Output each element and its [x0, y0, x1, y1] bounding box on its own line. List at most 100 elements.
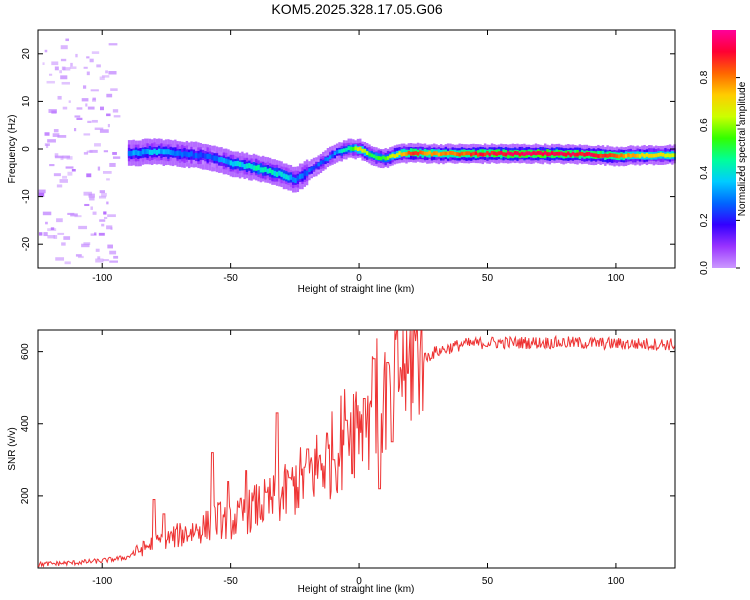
- spectrogram-cell: [266, 168, 270, 174]
- spectrogram-cell: [437, 152, 441, 157]
- spectrogram-cell: [206, 153, 209, 159]
- spectrogram-cell: [645, 153, 649, 157]
- spectrogram-cell: [641, 152, 644, 157]
- spectrogram-cell: [638, 154, 642, 158]
- noise-patch: [99, 129, 109, 133]
- spectrogram-cell: [654, 153, 658, 158]
- spectrogram-cell: [460, 151, 464, 156]
- spectrogram-cell: [622, 154, 626, 159]
- spectrogram-cell: [583, 152, 586, 157]
- noise-patch: [54, 155, 64, 159]
- spectrogram-cell: [456, 152, 459, 156]
- spectrogram-cell: [659, 152, 662, 157]
- noise-patch: [70, 62, 73, 67]
- spectrogram-cell: [201, 152, 205, 159]
- noise-patch: [91, 51, 100, 54]
- noise-patch: [102, 171, 112, 174]
- noise-patch: [43, 232, 48, 237]
- spectrogram-cell: [236, 160, 239, 167]
- spectrogram-cell: [312, 165, 316, 170]
- noise-patch: [103, 216, 108, 219]
- noise-patch: [107, 214, 116, 218]
- noise-patch: [103, 211, 107, 215]
- colorbar-tick-label: 0.0: [699, 261, 710, 275]
- spectrogram-cell: [305, 170, 309, 176]
- spectrogram-cell: [430, 152, 434, 157]
- spectrogram-cell: [643, 153, 646, 158]
- spectrogram-cell: [317, 162, 320, 167]
- spectrogram-cell: [509, 151, 512, 156]
- spectrogram-cell: [648, 153, 651, 158]
- snr-x-label: Height of straight line (km): [298, 584, 415, 595]
- spectrogram-cell: [539, 151, 542, 155]
- spectrogram-cell: [400, 152, 404, 157]
- noise-patch: [87, 106, 95, 110]
- spectrogram-cell: [523, 152, 526, 157]
- spectrogram-cell: [386, 156, 390, 160]
- noise-patch: [53, 235, 58, 239]
- spectrogram-cell: [363, 148, 367, 153]
- spectrogram-cell: [257, 164, 260, 171]
- noise-patch: [106, 93, 113, 98]
- noise-patch: [108, 71, 117, 75]
- noise-patch: [65, 166, 74, 169]
- spectrogram-y-tick-label: -10: [21, 189, 32, 204]
- noise-patch: [38, 192, 45, 197]
- spectrogram-cell: [439, 152, 443, 156]
- spectrogram-cell: [490, 150, 494, 155]
- spectrogram-cell: [407, 150, 411, 155]
- spectrogram-cell: [292, 177, 295, 183]
- spectrogram-cell: [315, 164, 318, 169]
- spectrogram-cell: [634, 153, 637, 158]
- spectrogram-cell: [613, 153, 616, 158]
- noise-patch: [103, 150, 109, 153]
- spectrogram-cell: [416, 151, 420, 156]
- spectrogram-cell: [303, 170, 306, 176]
- spectrogram-cell: [428, 150, 431, 155]
- spectrogram-cell: [130, 151, 133, 157]
- spectrogram-cell: [287, 175, 290, 181]
- spectrogram-cell: [453, 151, 457, 156]
- snr-series-line: [37, 330, 675, 568]
- spectrogram-cell: [585, 152, 589, 156]
- spectrogram-cell: [530, 152, 533, 156]
- noise-patch: [92, 97, 96, 101]
- spectrogram-cell: [160, 148, 163, 154]
- noise-patch: [99, 219, 106, 222]
- spectrogram-cell: [275, 171, 279, 177]
- spectrogram-cell: [359, 146, 362, 151]
- noise-patch: [56, 218, 63, 223]
- spectrogram-cell: [419, 150, 422, 155]
- spectrogram-layer: [38, 38, 676, 265]
- spectrogram-cell: [650, 153, 653, 158]
- noise-patch: [67, 171, 73, 176]
- noise-patch: [106, 225, 113, 230]
- spectrogram-cell: [194, 152, 198, 159]
- spectrogram-cell: [248, 163, 251, 169]
- spectrogram-cell: [421, 151, 424, 155]
- spectrogram-cell: [169, 149, 172, 156]
- spectrogram-cell: [144, 149, 147, 155]
- noise-patch: [57, 232, 65, 235]
- snr-x-tick-label: 100: [608, 576, 625, 587]
- spectrogram-cell: [338, 149, 341, 154]
- spectrogram-cell: [322, 160, 325, 164]
- colorbar-tick-label: 0.2: [699, 213, 710, 227]
- noise-patch: [39, 232, 43, 236]
- spectrogram-cell: [231, 161, 235, 167]
- noise-patch: [56, 184, 63, 188]
- spectrogram-cell: [181, 152, 184, 158]
- spectrogram-cell: [555, 151, 558, 156]
- spectrogram-cell: [310, 166, 313, 171]
- noise-patch: [109, 250, 117, 255]
- spectrogram-cell: [548, 152, 552, 157]
- noise-patch: [38, 189, 46, 194]
- spectrogram-cell: [608, 153, 612, 158]
- noise-patch: [92, 211, 97, 215]
- spectrogram-cell: [578, 151, 582, 156]
- spectrogram-cell: [564, 152, 568, 157]
- spectrogram-cell: [211, 155, 214, 161]
- spectrogram-cell: [382, 155, 385, 160]
- spectrogram-cell: [617, 154, 621, 159]
